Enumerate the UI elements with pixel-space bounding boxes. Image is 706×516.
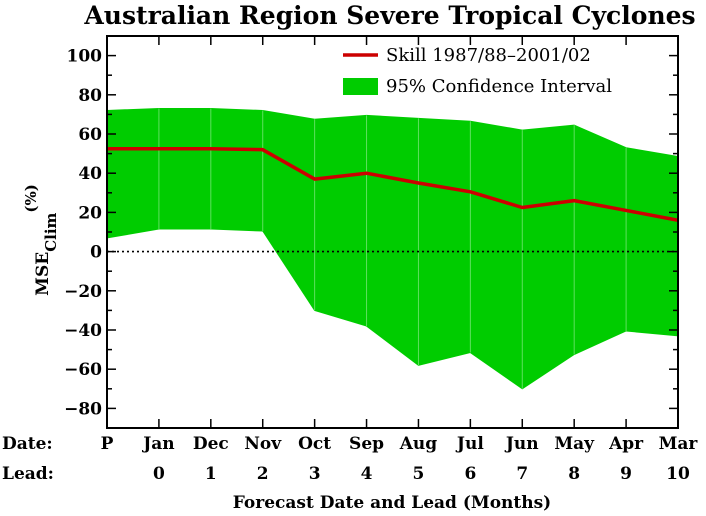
confidence-band-layer (106, 108, 679, 390)
x-axis-label: Forecast Date and Lead (Months) (233, 493, 551, 513)
x-tick-label: May (554, 434, 595, 454)
y-tick-label: 60 (78, 125, 102, 145)
lead-label: 3 (309, 464, 321, 484)
x-tick-label: P (101, 434, 114, 454)
x-tick-labels: P Jan Dec Nov Oct Sep Aug Jul Jun May Apr Mar (101, 434, 699, 454)
lead-label: 8 (568, 464, 580, 484)
legend-ci-swatch (343, 78, 378, 95)
lead-labels: 0 1 2 3 4 5 6 7 8 9 10 (153, 464, 690, 484)
y-axis-label-unit: (%) (22, 184, 40, 212)
y-tick-label: −80 (64, 399, 102, 419)
y-tick-marks (107, 35, 678, 429)
x-tick-label: Jul (455, 434, 484, 454)
lead-label: 0 (153, 464, 165, 484)
x-tick-label: Apr (608, 434, 644, 454)
x-tick-label: Jun (504, 434, 539, 454)
legend-ci-label: 95% Confidence Interval (386, 76, 612, 97)
x-tick-label: Dec (193, 434, 229, 454)
y-tick-label: −60 (64, 360, 102, 380)
y-tick-label: 20 (78, 203, 102, 223)
x-tick-label: Jan (141, 434, 174, 454)
date-row-label: Date: (2, 434, 53, 454)
y-tick-label: 100 (67, 47, 103, 67)
lead-label: 10 (666, 464, 690, 484)
lead-label: 2 (257, 464, 269, 484)
lead-label: 5 (413, 464, 425, 484)
x-tick-label: Oct (298, 434, 331, 454)
category-separator-layer (158, 108, 627, 389)
lead-label: 7 (516, 464, 528, 484)
y-tick-label: −20 (64, 282, 102, 302)
x-tick-label: Mar (659, 434, 699, 454)
lead-row-label: Lead: (2, 464, 54, 484)
legend-skill-label: Skill 1987/88–2001/02 (386, 45, 591, 66)
skill-line (107, 146, 679, 222)
x-tick-label: Sep (349, 434, 384, 454)
x-tick-marks (106, 36, 679, 428)
lead-label: 9 (620, 464, 632, 484)
chart-title: Australian Region Severe Tropical Cyclon… (83, 1, 695, 30)
x-tick-label: Aug (399, 434, 438, 454)
y-axis-label-sub: Clim (42, 212, 60, 251)
y-tick-label: 0 (90, 243, 102, 263)
lead-label: 4 (361, 464, 373, 484)
lead-label: 6 (464, 464, 476, 484)
y-axis-label-main: MSE (33, 252, 53, 296)
y-tick-label: 40 (78, 164, 102, 184)
plot-area (106, 35, 679, 429)
lead-label: 1 (205, 464, 217, 484)
legend: Skill 1987/88–2001/02 95% Confidence Int… (343, 45, 612, 97)
y-tick-label: −40 (64, 321, 102, 341)
y-tick-label: 80 (78, 86, 102, 106)
y-axis-label: MSEClim(%) (22, 184, 60, 296)
confidence-band (106, 108, 679, 390)
x-tick-label: Nov (244, 434, 282, 454)
y-tick-labels: 100 80 60 40 20 0 −20 −40 −60 −80 (64, 47, 102, 420)
y-axis-label-text: MSEClim(%) (22, 184, 60, 296)
